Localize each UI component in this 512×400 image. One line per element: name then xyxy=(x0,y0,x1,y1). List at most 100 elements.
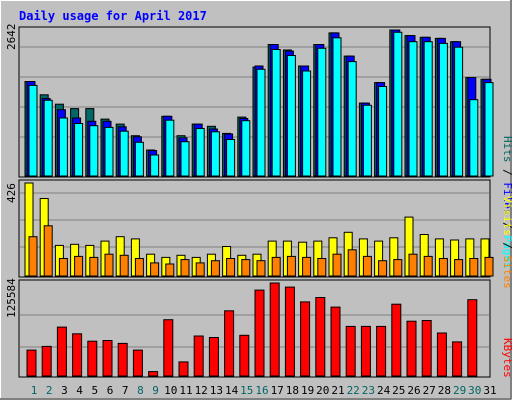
pages-bar xyxy=(408,41,418,177)
pages-bar xyxy=(58,117,68,177)
x-tick-label: 23 xyxy=(362,384,375,397)
pages-bar xyxy=(28,84,38,177)
sites-bar xyxy=(180,259,190,277)
kbytes-bar xyxy=(132,349,143,377)
x-tick-label: 26 xyxy=(407,384,420,397)
x-tick-label: 25 xyxy=(392,384,405,397)
sites-bar xyxy=(210,260,220,277)
x-tick-label: 31 xyxy=(483,384,496,397)
pages-bar xyxy=(89,125,99,177)
sites-bar xyxy=(454,259,464,277)
kbytes-bar xyxy=(376,325,387,377)
pages-bar xyxy=(150,154,160,177)
pages-bar xyxy=(226,139,236,177)
x-tick-label: 3 xyxy=(61,384,68,397)
sites-bar xyxy=(408,253,418,277)
bottom-axis-max-label: 125584 xyxy=(5,278,18,318)
x-tick-label: 9 xyxy=(152,384,159,397)
legend-separator: / xyxy=(501,216,512,236)
pages-bar xyxy=(332,37,342,177)
pages-bar xyxy=(347,61,357,177)
legend-separator: / xyxy=(501,236,512,256)
x-tick-label: 2 xyxy=(46,384,53,397)
pages-bar xyxy=(43,99,53,177)
legend-hits: Hits xyxy=(501,136,512,163)
sites-bar xyxy=(104,253,114,277)
pages-bar xyxy=(134,141,144,177)
kbytes-bar xyxy=(208,337,219,377)
x-tick-label: 8 xyxy=(137,384,144,397)
x-tick-label: 18 xyxy=(286,384,299,397)
sites-bar xyxy=(469,258,479,277)
kbytes-bar xyxy=(360,325,371,377)
pages-bar xyxy=(302,70,312,177)
sites-bar xyxy=(165,263,175,277)
pages-bar xyxy=(454,46,464,177)
kbytes-bar xyxy=(87,340,98,377)
x-tick-label: 22 xyxy=(347,384,360,397)
kbytes-bar xyxy=(345,325,356,377)
kbytes-bar xyxy=(300,301,311,377)
pages-bar xyxy=(241,120,251,177)
kbytes-bar xyxy=(467,299,478,377)
kbytes-bar xyxy=(148,371,159,377)
pages-bar xyxy=(210,131,220,177)
sites-bar xyxy=(438,258,448,277)
sites-bar xyxy=(378,260,388,277)
middle-axis-max-label: 426 xyxy=(5,183,18,203)
pages-bar xyxy=(286,55,296,177)
x-tick-label: 28 xyxy=(438,384,451,397)
sites-bar xyxy=(286,255,296,277)
x-tick-label: 1 xyxy=(31,384,38,397)
pages-bar xyxy=(180,141,190,177)
middle-legend: Visits / Sites xyxy=(501,196,512,289)
legend-kbytes: KBytes xyxy=(501,338,512,378)
top-axis-max-label: 2642 xyxy=(5,24,18,51)
sites-bar xyxy=(302,256,312,277)
chart-bars xyxy=(24,29,494,377)
pages-bar xyxy=(119,130,129,177)
pages-bar xyxy=(438,42,448,177)
kbytes-bar xyxy=(406,320,417,377)
kbytes-bar xyxy=(421,320,432,377)
x-tick-label: 16 xyxy=(255,384,268,397)
x-tick-label: 30 xyxy=(468,384,481,397)
sites-bar xyxy=(226,258,236,277)
kbytes-bar xyxy=(254,289,265,377)
sites-bar xyxy=(317,258,327,277)
sites-bar xyxy=(241,259,251,277)
pages-bar xyxy=(165,119,175,177)
legend-sites: Sites xyxy=(501,256,512,289)
kbytes-bar xyxy=(178,361,189,377)
kbytes-bar xyxy=(452,341,463,377)
sites-bar xyxy=(271,256,281,277)
kbytes-bar xyxy=(239,334,250,377)
x-tick-label: 6 xyxy=(107,384,114,397)
sites-bar xyxy=(43,225,53,277)
pages-bar xyxy=(74,123,84,177)
pages-bar xyxy=(378,86,388,177)
legend-visits: Visits xyxy=(501,196,512,236)
top-legend: Hits / Files / Pages xyxy=(501,136,512,269)
pages-bar xyxy=(104,126,114,177)
sites-bar xyxy=(484,256,494,277)
x-tick-label: 5 xyxy=(91,384,98,397)
x-axis-labels: 1 2 3 4 5 6 7 8 9 10 11 12 13 14 15 16 17 18 19 20 21 22 23 24 2… xyxy=(31,384,497,397)
pages-bar xyxy=(317,47,327,177)
x-tick-label: 24 xyxy=(377,384,391,397)
kbytes-bar xyxy=(284,286,295,377)
kbytes-bar xyxy=(269,282,280,377)
kbytes-bar xyxy=(224,310,235,377)
legend-files: Files xyxy=(501,182,512,215)
kbytes-bar xyxy=(315,297,326,377)
kbytes-bar xyxy=(330,306,341,377)
x-tick-label: 20 xyxy=(316,384,329,397)
x-tick-label: 14 xyxy=(225,384,239,397)
kbytes-bar xyxy=(41,345,52,377)
sites-bar xyxy=(74,255,84,277)
x-tick-label: 4 xyxy=(76,384,83,397)
sites-bar xyxy=(134,258,144,277)
x-tick-label: 7 xyxy=(122,384,129,397)
sites-bar xyxy=(58,258,68,277)
